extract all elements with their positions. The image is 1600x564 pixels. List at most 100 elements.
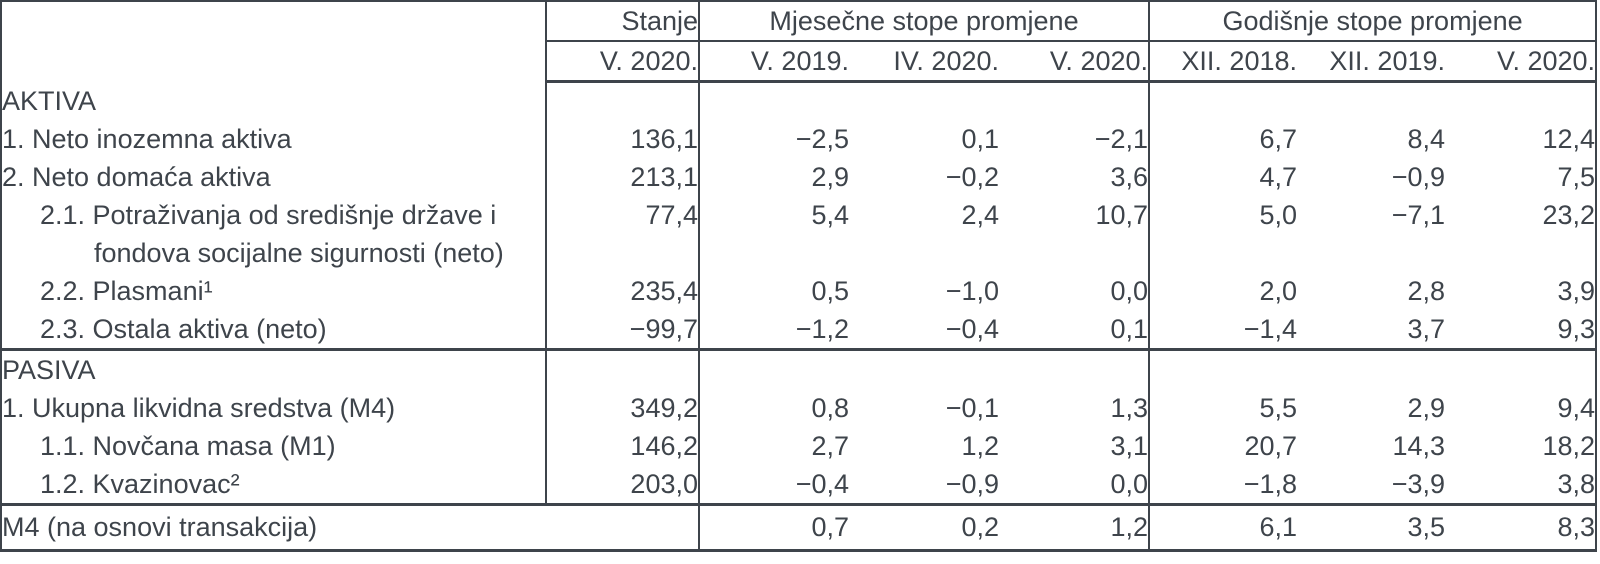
row-value: −2,5 (795, 123, 849, 154)
table-row: PASIVA (1, 347, 1597, 389)
row-value: 203,0 (546, 464, 700, 504)
col-header-monthly-1: V. 2019. (699, 41, 849, 83)
col-group-yearly: Godišnje stope promjene (1149, 1, 1597, 42)
table-row: 1.1. Novčana masa (M1) 146,2 2,7 1,2 3,1 20,7… (1, 426, 1596, 465)
table-row: 1.2. Kvazinovac² 203,0 −0,4 −0,9 0,0 −1,8 −3,9… (1, 464, 1596, 504)
table-row: 2.2. Plasmani¹ 235,4 0,5 −1,0 0,0 2,0 2,8 3,9 (1, 271, 1596, 310)
row-label: 1. Neto inozemna aktiva (1, 119, 547, 158)
row-value (999, 81, 1151, 120)
row-label: 1. Ukupna likvidna sredstva (M4) (1, 388, 547, 427)
row-value: 8,3 (1445, 502, 1597, 550)
row-value (546, 81, 700, 120)
row-value (546, 347, 700, 389)
row-value: 0,1 (999, 309, 1151, 349)
table-body: AKTIVA 1. Neto inozemna aktiva 136,1 −2,5 0,… (1, 81, 1597, 550)
row-value (999, 347, 1151, 389)
row-value: 1,2 (999, 502, 1151, 550)
row-value: −0,1 (945, 392, 999, 423)
col-header-monthly-2: IV. 2020. (849, 41, 999, 83)
row-value: −0,2 (945, 161, 999, 192)
corner-cell (1, 1, 547, 82)
row-value: 1,3 (999, 388, 1151, 427)
row-value: 20,7 (1244, 430, 1298, 461)
table-header: Stanje Mjesečne stope promjene Godišnje … (1, 1, 1597, 83)
row-value: 6,7 (1259, 123, 1298, 154)
row-value: 0,0 (999, 271, 1151, 310)
row-value: −0,9 (945, 468, 999, 499)
row-value: 2,9 (1407, 392, 1446, 423)
row-label: 1.1. Novčana masa (M1) (1, 426, 547, 465)
row-label: 1.2. Kvazinovac² (1, 464, 547, 504)
header-group-row: Stanje Mjesečne stope promjene Godišnje … (1, 1, 1597, 82)
row-value (1445, 82, 1596, 120)
row-value: −0,4 (945, 313, 999, 344)
row-value: 2,9 (811, 161, 849, 192)
col-header-stanje-period: V. 2020. (546, 41, 700, 83)
row-value: −1,4 (1243, 313, 1298, 344)
row-value (1149, 347, 1298, 389)
col-header-yearly-2: XII. 2019. (1297, 41, 1446, 83)
table-row: AKTIVA (1, 81, 1596, 120)
row-value: 2,8 (1407, 275, 1446, 306)
row-value: 235,4 (546, 271, 700, 310)
row-value: −0,9 (1391, 161, 1446, 192)
row-value: 3,6 (999, 157, 1151, 196)
row-value (1297, 82, 1445, 120)
table-row: 2. Neto domaća aktiva 213,1 2,9 −0,2 3,6 4,7 −… (1, 157, 1596, 196)
row-value: 349,2 (546, 388, 700, 427)
monetary-statistics-table: Stanje Mjesečne stope promjene Godišnje … (0, 0, 1598, 552)
row-value: 5,5 (1259, 392, 1298, 423)
row-value (1297, 347, 1446, 389)
row-value: 2,4 (961, 199, 999, 230)
row-value: 3,8 (1557, 468, 1596, 499)
row-value: 8,4 (1407, 123, 1446, 154)
row-value: 0,7 (699, 502, 849, 550)
row-value: 9,4 (1557, 392, 1596, 423)
monetary-statistics-table-wrap: Stanje Mjesečne stope promjene Godišnje … (0, 0, 1598, 552)
row-value: 146,2 (546, 426, 700, 465)
row-value: 0,2 (849, 502, 999, 550)
row-value: −7,1 (1391, 199, 1446, 230)
row-label: M4 (na osnovi transakcija) (1, 502, 546, 550)
row-value: 136,1 (546, 119, 700, 158)
row-value: −1,8 (1243, 468, 1298, 499)
row-value: −2,1 (999, 119, 1151, 158)
row-value: 23,2 (1542, 199, 1596, 230)
row-value: 5,0 (1259, 199, 1298, 230)
row-value: −3,9 (1391, 468, 1446, 499)
row-value: 3,1 (999, 426, 1151, 465)
row-value (546, 502, 700, 550)
row-value: −1,0 (945, 275, 999, 306)
row-value: 3,7 (1407, 313, 1446, 344)
row-value: 7,5 (1557, 161, 1596, 192)
row-value: 0,5 (811, 275, 849, 306)
row-value (1149, 82, 1297, 120)
table-row: 2.3. Ostala aktiva (neto) −99,7 −1,2 −0,4 0,… (1, 309, 1596, 349)
row-value: 0,1 (961, 123, 999, 154)
row-value: 77,4 (546, 195, 700, 272)
row-value: 0,0 (999, 464, 1151, 504)
row-value: 2,7 (811, 430, 849, 461)
row-label: AKTIVA (1, 81, 547, 120)
row-value (849, 82, 999, 120)
row-value: 0,8 (811, 392, 849, 423)
row-value (1445, 347, 1597, 389)
header-period-row: V. 2020. V. 2019. IV. 2020. V. 2020. XII… (1, 41, 1597, 83)
row-value: 14,3 (1392, 430, 1446, 461)
table-row: 1. Ukupna likvidna sredstva (M4) 349,2 0,8… (1, 388, 1596, 427)
col-group-monthly: Mjesečne stope promjene (699, 1, 1151, 42)
row-value: −0,4 (795, 468, 849, 499)
row-value: 6,1 (1149, 502, 1298, 550)
row-value (849, 347, 999, 389)
row-value: 1,2 (961, 430, 999, 461)
table-row: 1. Neto inozemna aktiva 136,1 −2,5 0,1 −2,1 6… (1, 119, 1596, 158)
col-header-yearly-1: XII. 2018. (1149, 41, 1298, 83)
row-value: 4,7 (1259, 161, 1298, 192)
col-header-monthly-3: V. 2020. (999, 41, 1151, 83)
row-value: 10,7 (999, 195, 1151, 272)
row-value: 2,0 (1259, 275, 1298, 306)
row-value: 5,4 (811, 199, 849, 230)
row-label: 2.3. Ostala aktiva (neto) (1, 309, 547, 349)
